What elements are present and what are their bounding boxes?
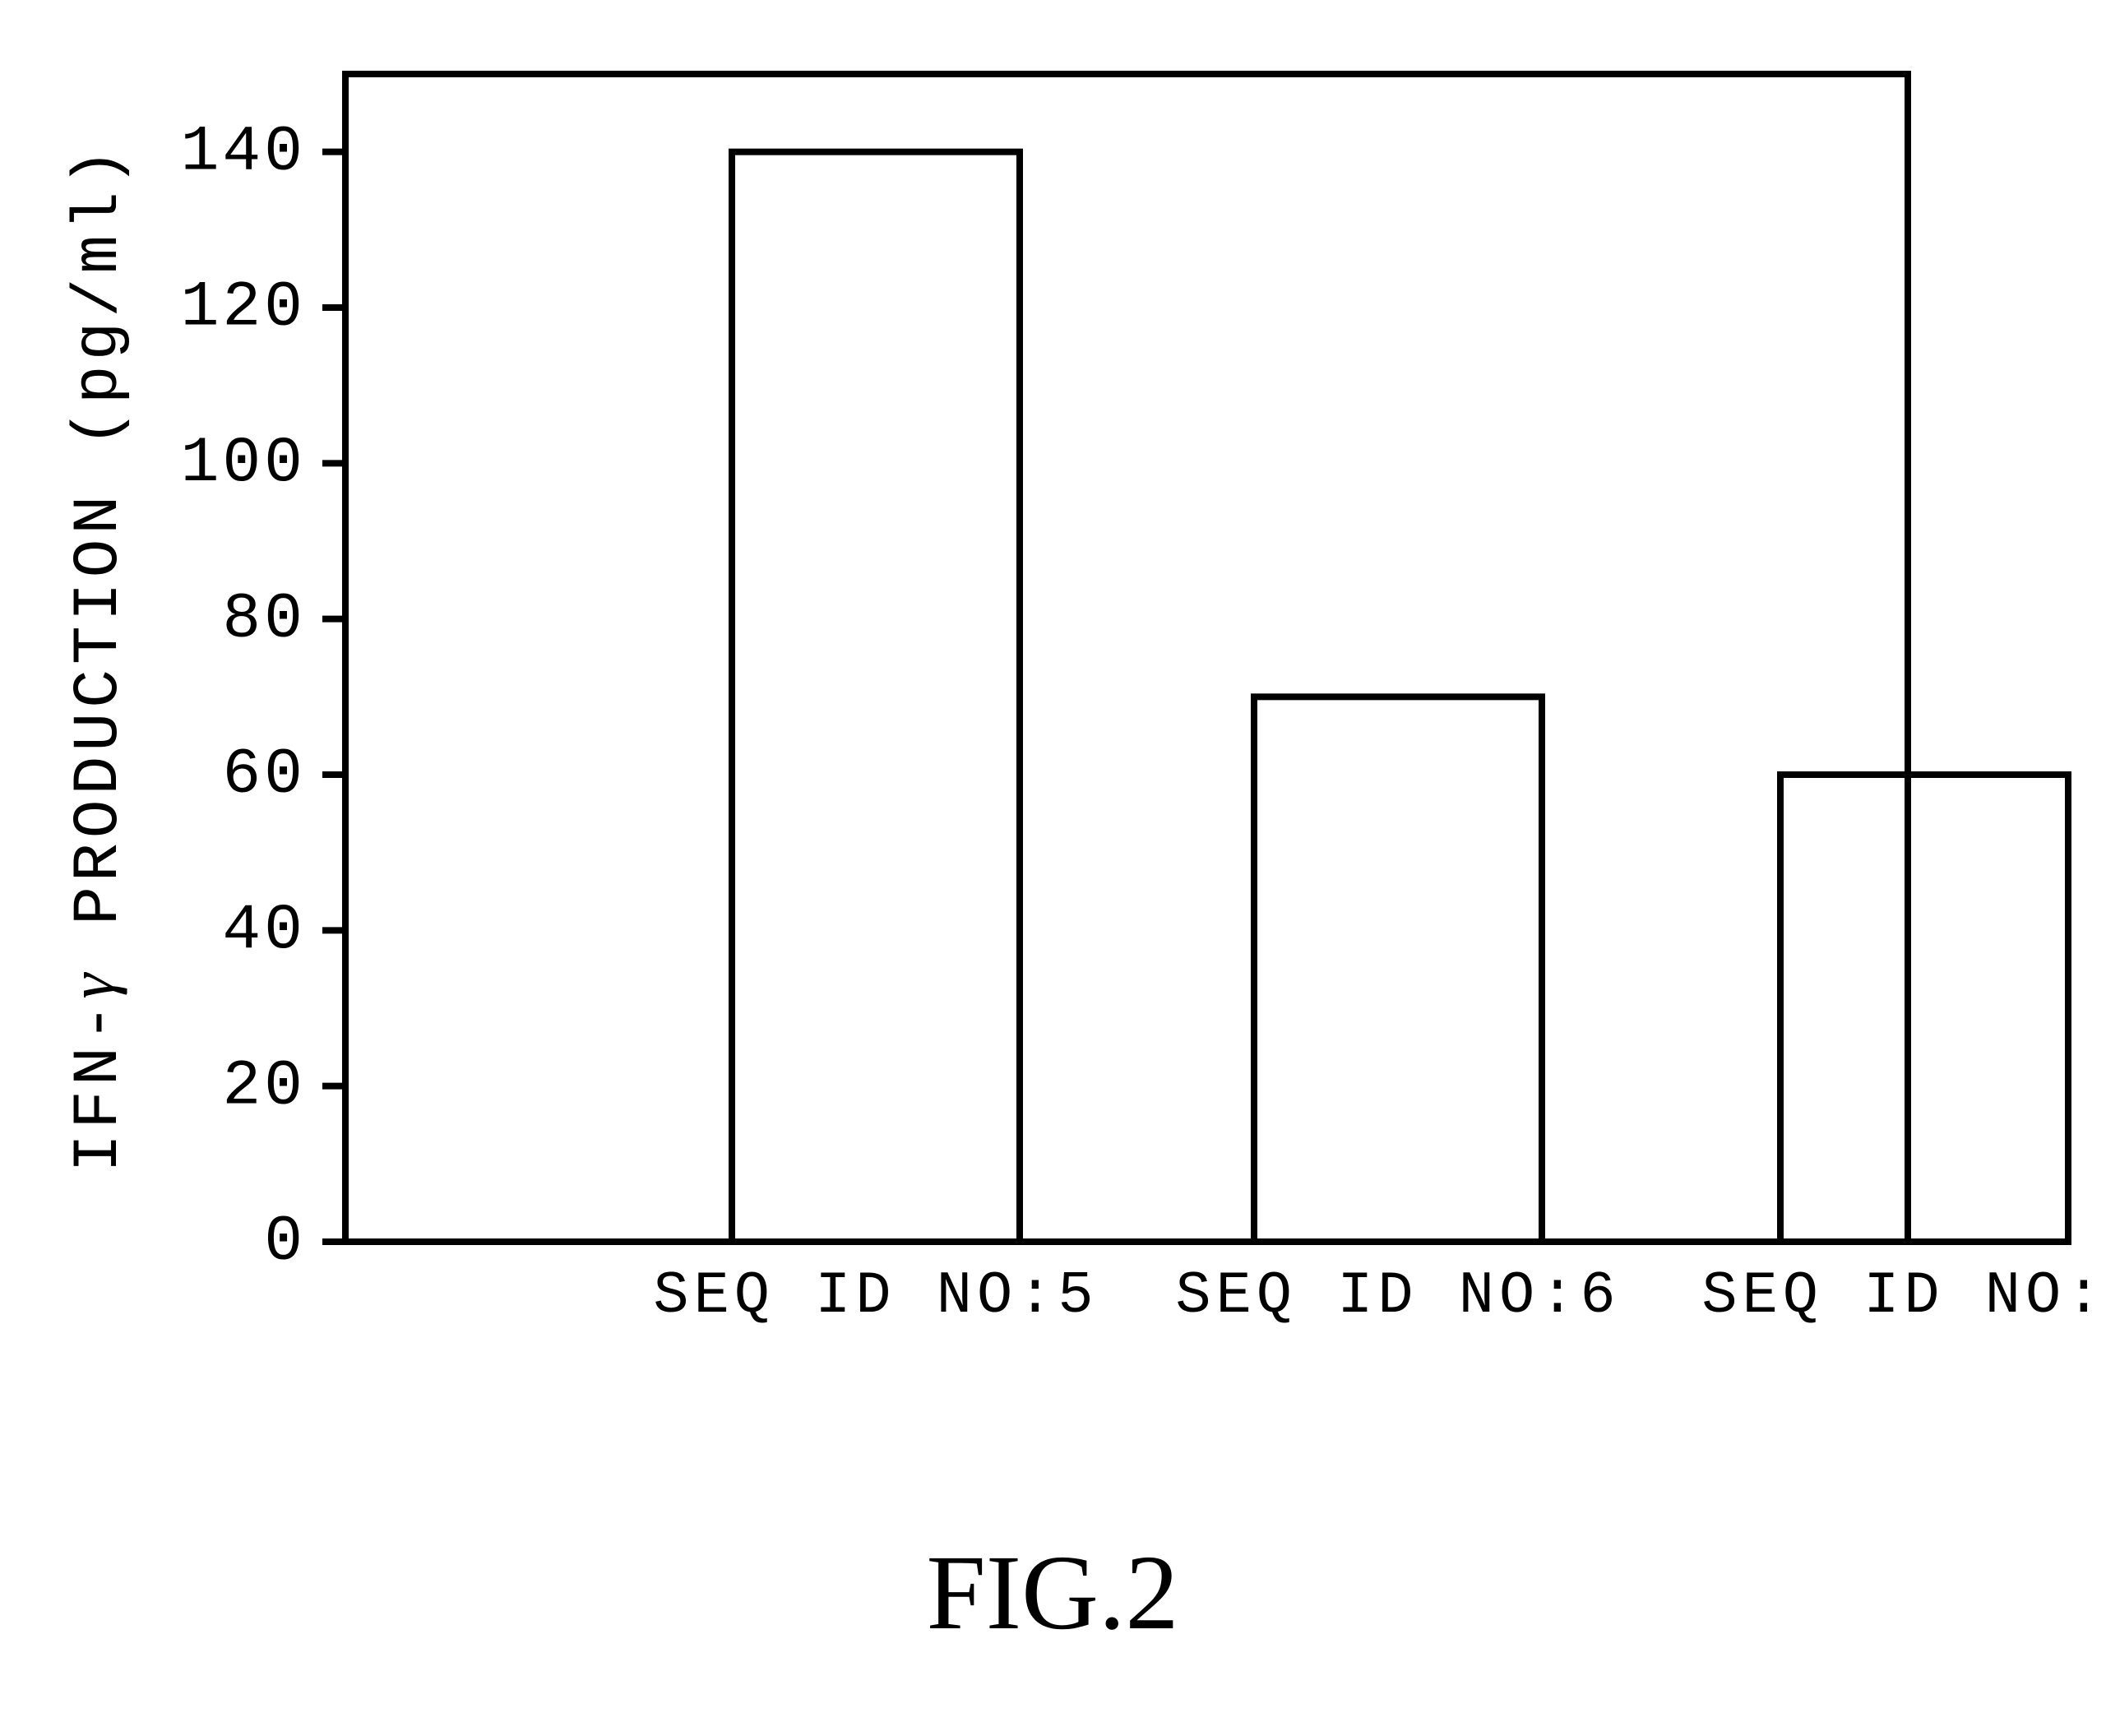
- x-category-label: SEQ ID NO:6: [1175, 1262, 1620, 1330]
- y-tick-label: 60: [222, 739, 306, 812]
- y-axis-label: IFN-γ PRODUCTION (pg/ml): [56, 143, 136, 1172]
- x-category-label: SEQ ID NO:7: [1701, 1262, 2106, 1330]
- bar: [732, 152, 1020, 1242]
- bar: [1780, 775, 2068, 1242]
- bar: [1254, 697, 1542, 1242]
- y-tick-label: 120: [181, 272, 306, 345]
- y-tick-label: 140: [181, 116, 306, 188]
- y-tick-label: 80: [222, 583, 306, 655]
- y-tick-label: 0: [264, 1206, 306, 1279]
- x-category-label: SEQ ID NO:5: [653, 1262, 1098, 1330]
- figure-caption: FIG.2: [927, 1534, 1179, 1652]
- chart-stage: 0 20 40 60 80 100 120 140 IFN-γ PRODUCTION (pg/m…: [0, 0, 2106, 1736]
- y-tick-label: 100: [181, 428, 306, 500]
- y-tick-label: 20: [222, 1050, 306, 1123]
- bar-chart: 0 20 40 60 80 100 120 140 IFN-γ PRODUCTION (pg/m…: [0, 0, 2106, 1736]
- y-tick-label: 40: [222, 895, 306, 967]
